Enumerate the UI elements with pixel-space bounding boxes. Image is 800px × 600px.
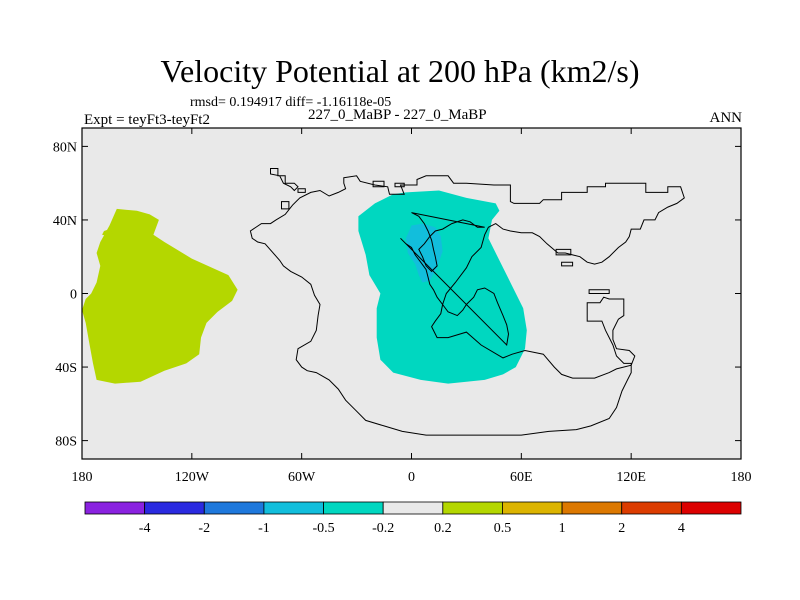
island-northwest-2 [281,201,290,210]
colorbar-box [263,501,324,515]
stats-text: rmsd= 0.194917 diff= -1.16118e-05 [190,95,392,110]
colorbar-label: 0.5 [494,521,512,536]
experiment-label: Expt = teyFt3-teyFt2 [84,112,210,128]
colorbar-label: -2 [198,521,210,536]
colorbar-box [323,501,384,515]
x-tick-label: 120W [175,470,210,485]
colorbar: -4 -2 -1 -0.5 -0.2 0.2 0.5 1 2 4 [84,501,742,536]
y-tick-label: 40S [55,361,77,376]
island-east-small [555,248,572,256]
y-tick-label: 80S [55,435,77,450]
colorbar-label: 1 [559,521,566,536]
y-tick-label: 40N [53,214,77,229]
colorbar-box [144,501,205,515]
y-axis: 80N 40N 0 40S 80S [53,140,741,450]
x-tick-label: 180 [731,470,752,485]
colorbar-box [84,501,146,515]
x-tick-label: 60E [510,470,533,485]
island-east-small-2 [561,261,574,267]
positive-anomaly-islet [102,229,114,237]
colorbar-label: 0.2 [434,521,452,536]
island-northwest-1 [270,168,299,192]
colorbar-box [442,501,503,515]
main-continent [249,175,685,436]
island-northwest-3 [297,188,306,193]
coastlines [249,168,685,436]
colorbar-label: -4 [139,521,151,536]
negative-anomaly-core [406,223,443,283]
colorbar-label: 4 [678,521,685,536]
season-label: ANN [709,110,743,126]
x-tick-label: 180 [72,470,93,485]
colorbar-box [502,501,563,515]
colorbar-box [680,501,742,515]
island-mid-north-1 [372,180,385,188]
x-axis: 180 120W 60W 0 60E 120E 180 [72,128,752,485]
x-tick-label: 120E [616,470,646,485]
x-tick-label: 60W [288,470,316,485]
colorbar-label: -0.5 [312,521,334,536]
inner-west-coast [400,237,510,347]
inner-peninsula [411,212,485,273]
colorbar-label: -1 [258,521,270,536]
colorbar-box [203,501,265,515]
colorbar-box [621,501,682,515]
colorbar-box [561,501,623,515]
colorbar-box [382,501,444,515]
chart-title: Velocity Potential at 200 hPa (km2/s) [160,53,640,89]
colorbar-label: -0.2 [372,521,394,536]
island-east-bar [588,289,610,294]
positive-anomaly-west [82,208,238,384]
island-mid-north-2 [394,182,405,188]
case-label: 227_0_MaBP - 227_0_MaBP [308,107,487,123]
x-tick-label: 0 [408,470,415,485]
y-tick-label: 0 [70,288,77,303]
y-tick-label: 80N [53,140,77,155]
colorbar-label: 2 [618,521,625,536]
